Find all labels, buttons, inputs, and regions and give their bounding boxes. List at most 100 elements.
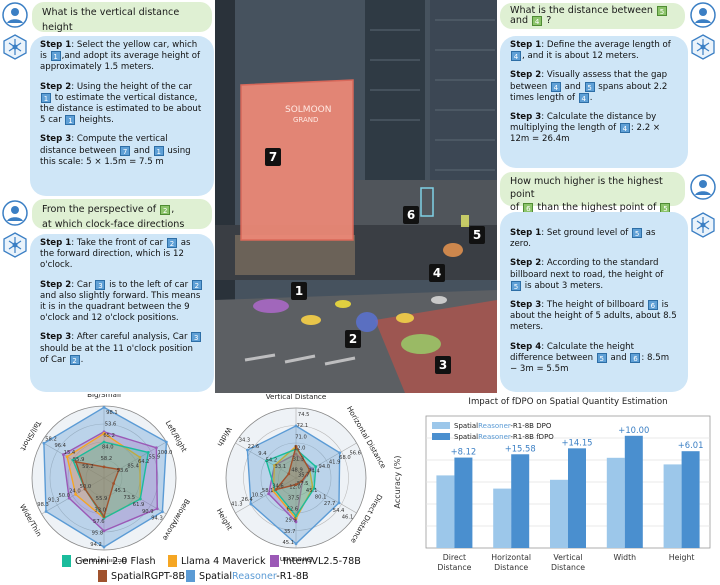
photo-label-1: 1	[291, 282, 307, 300]
radar-point	[246, 448, 249, 452]
radar-tick-label: 56.6	[349, 451, 361, 457]
radar-point	[294, 424, 298, 428]
radar-tick-label: 45.1	[283, 540, 295, 546]
model-logo-icon	[691, 34, 715, 60]
bar-fdpo	[624, 435, 643, 548]
bar-dpo	[550, 479, 568, 548]
radar-tick-label: 29.9	[285, 518, 297, 524]
radar-tick-label: 73.5	[124, 495, 136, 501]
radar-point	[74, 460, 78, 464]
radar-tick-label: 24.0	[69, 488, 81, 494]
chart-legend-label: SpatialReasoner-R1-8B fDPO	[454, 433, 554, 441]
radar-point	[294, 483, 298, 486]
radar-tick-label: 91.3	[48, 497, 60, 503]
radar-point	[308, 468, 312, 472]
radar-tick-label: 12.0	[294, 445, 306, 451]
user-avatar-icon	[690, 2, 716, 28]
radar-point	[102, 432, 106, 435]
user-avatar-icon	[690, 174, 716, 200]
radar-tick-label: 31.3	[293, 457, 305, 463]
radar-tick-label: 58.2	[45, 436, 57, 442]
radar-tick-label: 100.0	[157, 450, 172, 456]
radar-point	[138, 455, 142, 459]
question-bubble-1: What is the vertical distance heightbetw…	[32, 2, 212, 48]
radar-tick-label: 26.4	[241, 497, 253, 503]
radar-point	[138, 497, 142, 501]
radar-point	[65, 455, 69, 459]
radar-point	[294, 517, 298, 521]
radar-point	[287, 472, 291, 476]
legend-swatch	[98, 570, 107, 582]
radar-spoke	[41, 477, 105, 515]
y-axis-label: Accuracy (%)	[393, 456, 402, 509]
radar-tick-label: 35.7	[298, 473, 310, 479]
radar-point	[102, 515, 106, 518]
sign-text-1: SOLMOON	[285, 105, 331, 115]
radar-point	[164, 440, 168, 444]
user-avatar-icon	[2, 2, 28, 28]
x-tick-label: Distance	[437, 563, 471, 572]
radar-point	[61, 453, 65, 456]
bar-fdpo	[454, 457, 473, 548]
radar-tick-label: 54.4	[333, 508, 345, 514]
radar-point	[264, 459, 268, 463]
radar-tick-label: 68.0	[339, 455, 351, 461]
radar-point	[300, 479, 304, 483]
radar-tick-label: 72.1	[297, 423, 309, 429]
chart-title: Impact of fDPO on Spatial Quantity Estim…	[468, 397, 667, 407]
radar-axis-label: Width	[215, 425, 233, 448]
radar-tick-label: 65.2	[103, 433, 115, 439]
radar-tick-label: 33.0	[94, 507, 106, 513]
question-bubble-3: What is the distance between 5 and 4 ?	[500, 3, 685, 29]
radar-tick-label: 64.2	[138, 459, 150, 465]
radar-point	[83, 487, 87, 491]
bar-dpo	[436, 475, 455, 548]
radar-tick-label: 35.7	[284, 529, 296, 535]
radar-axis-label: Big/Small	[87, 394, 121, 399]
bar-chart-fdpo-impact: Impact of fDPO on Spatial Quantity Estim…	[393, 397, 711, 572]
radar-tick-label: 41.9	[329, 460, 341, 466]
question-bubble-4: How much higher is the highest point of 6…	[500, 172, 685, 226]
radar-point	[337, 501, 341, 505]
radar-tick-label: 46.1	[342, 515, 354, 521]
radar-tick-label: 80.1	[315, 494, 327, 500]
radar-point	[146, 451, 150, 454]
photo-label-2: 2	[345, 330, 361, 348]
radar-tick-label: 98.3	[37, 502, 49, 508]
radar-point	[102, 440, 106, 444]
legend-spatialrgpt: SpatialRGPT-8B	[98, 570, 185, 582]
radar-tick-label: 37.5	[288, 495, 300, 501]
radar-point	[42, 441, 46, 445]
radar-point	[294, 514, 298, 518]
x-tick-label: Vertical	[553, 553, 582, 562]
radar-tick-label: 34.6	[272, 484, 284, 490]
legend-swatch	[186, 570, 195, 582]
radar-point	[267, 492, 271, 496]
answer-bubble-3: Step 1: Define the average length of 4, …	[500, 36, 688, 168]
radar-point	[117, 467, 121, 471]
radar-tick-label: 53.6	[117, 468, 129, 474]
radar-point	[112, 482, 116, 485]
radar-tick-label: 95.8	[92, 530, 104, 536]
radar-point	[249, 502, 253, 506]
bar-fdpo	[568, 448, 586, 548]
radar-tick-label: 55.9	[73, 457, 85, 463]
legend-swatch	[168, 555, 177, 567]
bar-delta-label: +14.15	[562, 437, 593, 447]
radar-tick-label: 41.3	[231, 501, 243, 507]
bar-fdpo	[511, 454, 530, 548]
model-logo-icon	[3, 232, 27, 258]
radar-tick-label: 57.6	[93, 519, 105, 525]
radar-tick-label: 9.4	[258, 451, 267, 457]
radar-tick-label: 22.6	[248, 444, 260, 450]
x-tick-label: Direct	[443, 553, 466, 562]
radar-tick-label: 58.1	[262, 488, 274, 494]
user-avatar-icon	[2, 200, 28, 226]
chart-legend-swatch	[432, 433, 450, 440]
bar-dpo	[606, 457, 625, 548]
answer-bubble-1: Step 1: Select the yellow car, which is …	[30, 36, 214, 196]
photo-label-5: 5	[469, 226, 485, 244]
bar-dpo	[493, 488, 512, 548]
radar-point	[314, 465, 318, 468]
radar-tick-label: 58.2	[101, 456, 113, 462]
